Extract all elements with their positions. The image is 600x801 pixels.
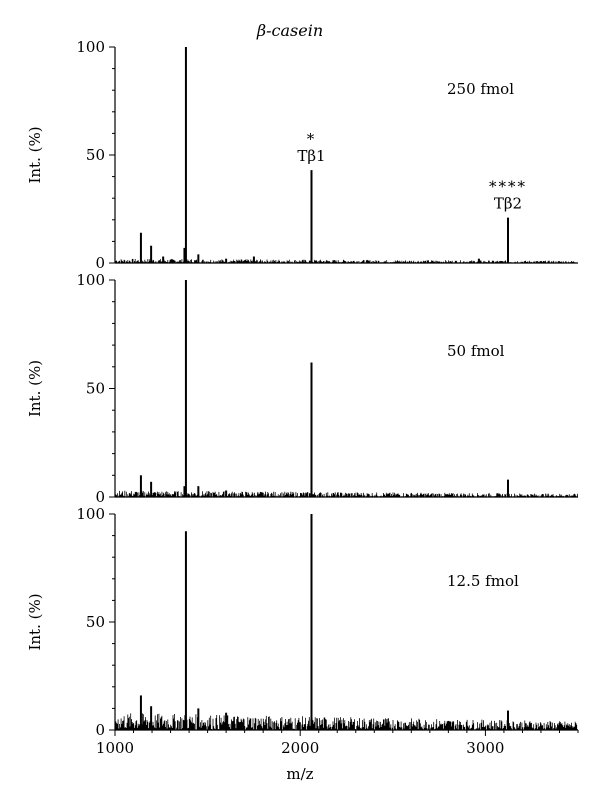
spectrum-panel: 0 50 100 Int. (%) Tβ1* Tβ2**** 250 fmol — [26, 38, 578, 272]
y-tick-label: 100 — [76, 505, 105, 523]
y-tick-label: 0 — [95, 488, 105, 506]
y-tick-label: 100 — [76, 38, 105, 56]
peak-marker: **** — [489, 178, 527, 196]
peak-marker: * — [307, 130, 317, 148]
baseline-noise — [115, 490, 578, 497]
baseline-noise — [115, 258, 578, 263]
x-axis-label: m/z — [286, 765, 313, 783]
peak-label: Tβ1 — [297, 147, 325, 165]
y-axis-label: Int. (%) — [26, 126, 44, 183]
y-axis-label: Int. (%) — [26, 593, 44, 650]
y-tick-label: 50 — [86, 380, 105, 398]
spectrum-panel: 0 50 100 Int. (%) 12.5 fmol 1000 2000 3000 — [26, 505, 579, 757]
concentration-label: 50 fmol — [447, 342, 505, 360]
spectra-panels: 0 50 100 Int. (%) Tβ1* Tβ2**** 250 fmol 0 50 100 I… — [26, 38, 579, 757]
concentration-label: 12.5 fmol — [447, 572, 519, 590]
chart-title: β-casein — [256, 21, 323, 40]
baseline-noise — [115, 713, 578, 730]
y-tick-label: 0 — [95, 254, 105, 272]
x-tick-label: 2000 — [281, 739, 319, 757]
y-tick-label: 100 — [76, 271, 105, 289]
y-axis-label: Int. (%) — [26, 360, 44, 417]
concentration-label: 250 fmol — [447, 80, 514, 98]
x-tick-label: 1000 — [96, 739, 134, 757]
spectrum-panel: 0 50 100 Int. (%) 50 fmol — [26, 271, 578, 506]
x-tick-label: 3000 — [466, 739, 504, 757]
y-tick-label: 50 — [86, 613, 105, 631]
y-tick-label: 50 — [86, 146, 105, 164]
peak-label: Tβ2 — [494, 195, 522, 213]
y-tick-label: 0 — [95, 721, 105, 739]
